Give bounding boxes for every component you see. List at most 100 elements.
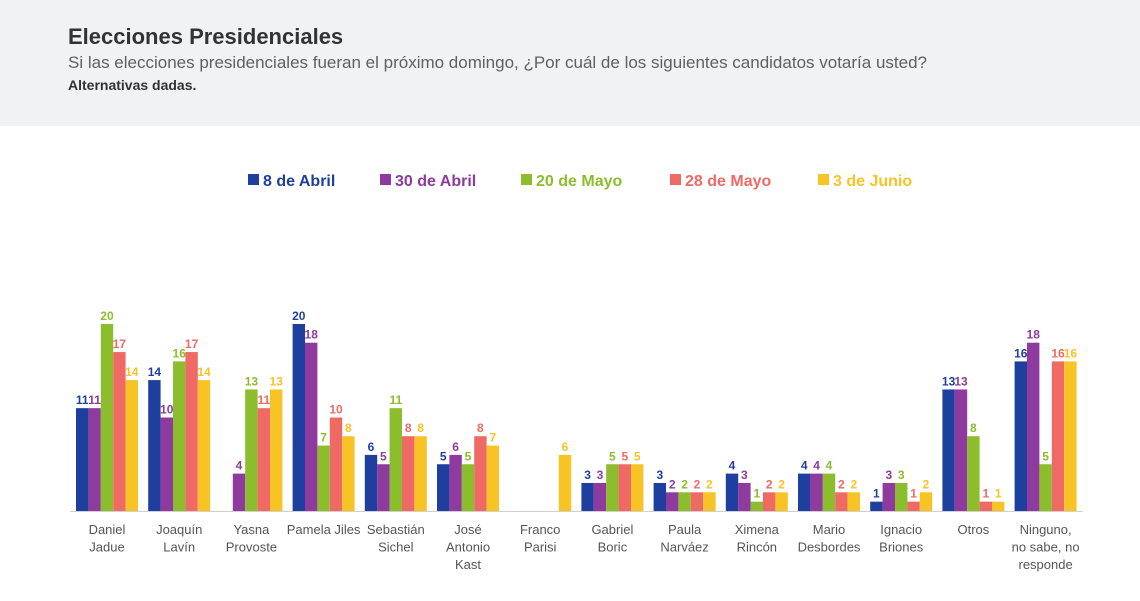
legend-item-8-de-abril: 8 de Abril [248, 173, 335, 190]
data-label: 6 [368, 440, 375, 454]
data-label: 8 [970, 421, 977, 435]
data-label: 3 [885, 468, 892, 482]
bar [942, 389, 955, 511]
data-label: 1 [873, 487, 880, 501]
x-tick-label: Paula Narváez [660, 522, 708, 555]
x-tick-label: Ninguno, no sabe, no responde [1012, 522, 1080, 572]
bar [414, 436, 427, 511]
bar [631, 464, 644, 511]
data-label: 5 [1042, 449, 1049, 463]
data-label: 13 [942, 374, 956, 388]
bar [907, 501, 920, 511]
bar [305, 342, 318, 511]
data-label: 14 [148, 365, 162, 379]
data-label: 2 [681, 477, 688, 491]
data-label: 14 [197, 365, 211, 379]
bar [870, 501, 883, 511]
bar-group-gabriel-boric: 3 35 5 5 [581, 449, 644, 511]
bar [979, 501, 992, 511]
header-band: Elecciones Presidenciales Si las eleccio… [0, 0, 1140, 126]
bar [690, 492, 704, 511]
data-label: 8 [345, 421, 352, 435]
data-label: 13 [954, 374, 968, 388]
data-label: 13 [245, 374, 259, 388]
data-label: 3 [584, 468, 591, 482]
bar [389, 408, 402, 511]
bar [882, 482, 895, 511]
legend-label: 8 de Abril [263, 173, 335, 190]
data-label: 11 [88, 393, 101, 407]
data-label: 16 [1014, 346, 1028, 360]
x-tick-label: Otros [958, 522, 990, 537]
data-label: 17 [185, 337, 199, 351]
bar [461, 464, 475, 511]
chart-legend: 8 de Abril 30 de Abril 20 de Mayo 28 de May… [248, 173, 912, 190]
bar [113, 352, 126, 511]
data-label: 6 [562, 440, 569, 454]
data-label: 8 [405, 421, 412, 435]
data-label: 5 [621, 449, 628, 463]
data-label: 4 [236, 459, 243, 473]
bar-group-daniel-jadue: 11 11 20 17 14 [76, 309, 139, 511]
x-tick-label: Sebastián Sichel [367, 522, 425, 555]
bar [738, 482, 751, 511]
x-tick-label: Yasna Provoste [226, 522, 277, 555]
bar [449, 454, 462, 511]
bar [148, 380, 161, 511]
data-label: 18 [305, 328, 319, 342]
bar [895, 482, 908, 511]
data-label: 13 [270, 374, 284, 388]
bar [1014, 361, 1027, 511]
data-label: 2 [778, 477, 785, 491]
data-label: 10 [160, 403, 174, 417]
bar [581, 482, 594, 511]
x-tick-label: Pamela Jiles [287, 522, 361, 537]
data-label: 5 [440, 449, 447, 463]
legend-swatch [818, 174, 829, 185]
data-label: 5 [465, 449, 472, 463]
bar [919, 492, 933, 511]
legend-label: 30 de Abril [395, 173, 476, 190]
data-label: 18 [1027, 328, 1041, 342]
bar [810, 473, 823, 511]
data-label: 17 [113, 337, 127, 351]
data-label: 2 [766, 477, 773, 491]
bar [185, 352, 198, 511]
data-label: 5 [634, 449, 641, 463]
bar [750, 501, 763, 511]
data-label: 8 [477, 421, 484, 435]
legend-label: 28 de Mayo [685, 173, 771, 190]
data-label: 2 [669, 477, 676, 491]
bar [992, 501, 1005, 511]
bar [703, 492, 716, 511]
data-label: 3 [898, 468, 905, 482]
data-label: 3 [597, 468, 604, 482]
legend-swatch [248, 174, 259, 185]
bar-group-mario-desbordes: 4 4 42 2 [798, 459, 860, 511]
bar [1039, 464, 1052, 511]
bar [317, 445, 330, 511]
legend-swatch [670, 174, 681, 185]
bar [232, 473, 246, 511]
x-axis-labels: Daniel Jadue Joaquín Lavín Yasna Provoste Pame… [89, 522, 1080, 572]
bar [618, 464, 631, 511]
data-label: 4 [813, 459, 820, 473]
data-label: 4 [826, 459, 833, 473]
data-label: 3 [656, 468, 663, 482]
bar [763, 492, 776, 511]
bar [197, 380, 211, 511]
data-label: 11 [76, 393, 89, 407]
x-tick-label: Mario Desbordes [798, 522, 861, 555]
data-label: 16 [1064, 346, 1078, 360]
data-label: 20 [292, 309, 306, 323]
x-tick-label: Daniel Jadue [89, 522, 126, 555]
x-tick-label: Ignacio Briones [879, 522, 924, 555]
bar [666, 492, 679, 511]
bar [486, 445, 499, 511]
data-label: 16 [173, 346, 187, 360]
data-label: 7 [320, 431, 327, 445]
data-label: 2 [838, 477, 845, 491]
